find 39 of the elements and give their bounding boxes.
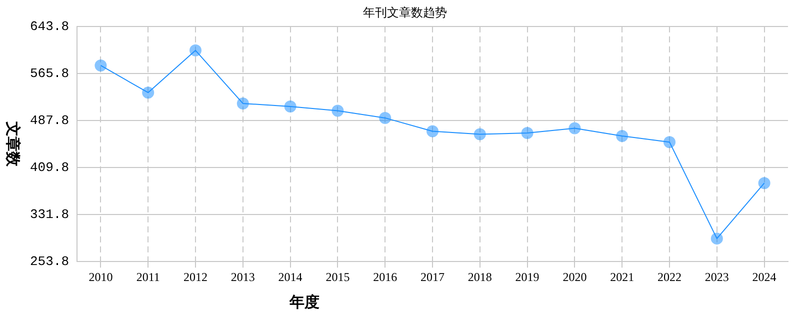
x-tick-label: 2023 [704, 270, 729, 284]
x-tick-label: 2014 [278, 270, 302, 284]
chart-title: 年刊文章数趋势 [363, 5, 447, 20]
x-tick-label: 2018 [468, 270, 492, 284]
y-tick-label: 643.8 [30, 18, 70, 34]
point [710, 232, 723, 245]
x-tick-label: 2012 [184, 270, 208, 284]
x-tick-label: 2017 [420, 270, 445, 284]
x-tick-label: 2021 [610, 270, 634, 284]
y-tick-label: 565.8 [30, 66, 70, 81]
point [236, 97, 249, 110]
y-tick-label: 409.8 [30, 160, 70, 175]
point [521, 127, 534, 140]
point [758, 177, 770, 190]
point [664, 136, 676, 148]
point [284, 100, 296, 112]
point [142, 86, 154, 99]
point [474, 128, 486, 140]
y-axis-title: 文章数 [4, 120, 22, 168]
x-tick-label: 2022 [658, 270, 682, 284]
point [426, 125, 439, 138]
x-tick-label: 2016 [373, 270, 398, 284]
y-tick-label: 331.8 [30, 206, 70, 222]
x-tick-label: 2013 [230, 270, 255, 284]
point [332, 104, 344, 117]
x-tick-label: 2019 [515, 270, 540, 284]
point [616, 130, 628, 142]
point [568, 122, 581, 134]
x-tick-label: 2020 [562, 270, 587, 284]
x-tick-label: 2015 [326, 270, 350, 284]
point [94, 59, 107, 72]
y-tick-label: 487.8 [30, 112, 70, 128]
point [190, 44, 202, 56]
point [379, 112, 392, 124]
x-tick-label: 2010 [88, 270, 113, 284]
x-axis-title: 年度 [288, 292, 320, 311]
x-tick-label: 2024 [752, 270, 776, 284]
x-tick-label: 2011 [136, 270, 160, 284]
y-tick-label: 253.8 [30, 254, 70, 270]
